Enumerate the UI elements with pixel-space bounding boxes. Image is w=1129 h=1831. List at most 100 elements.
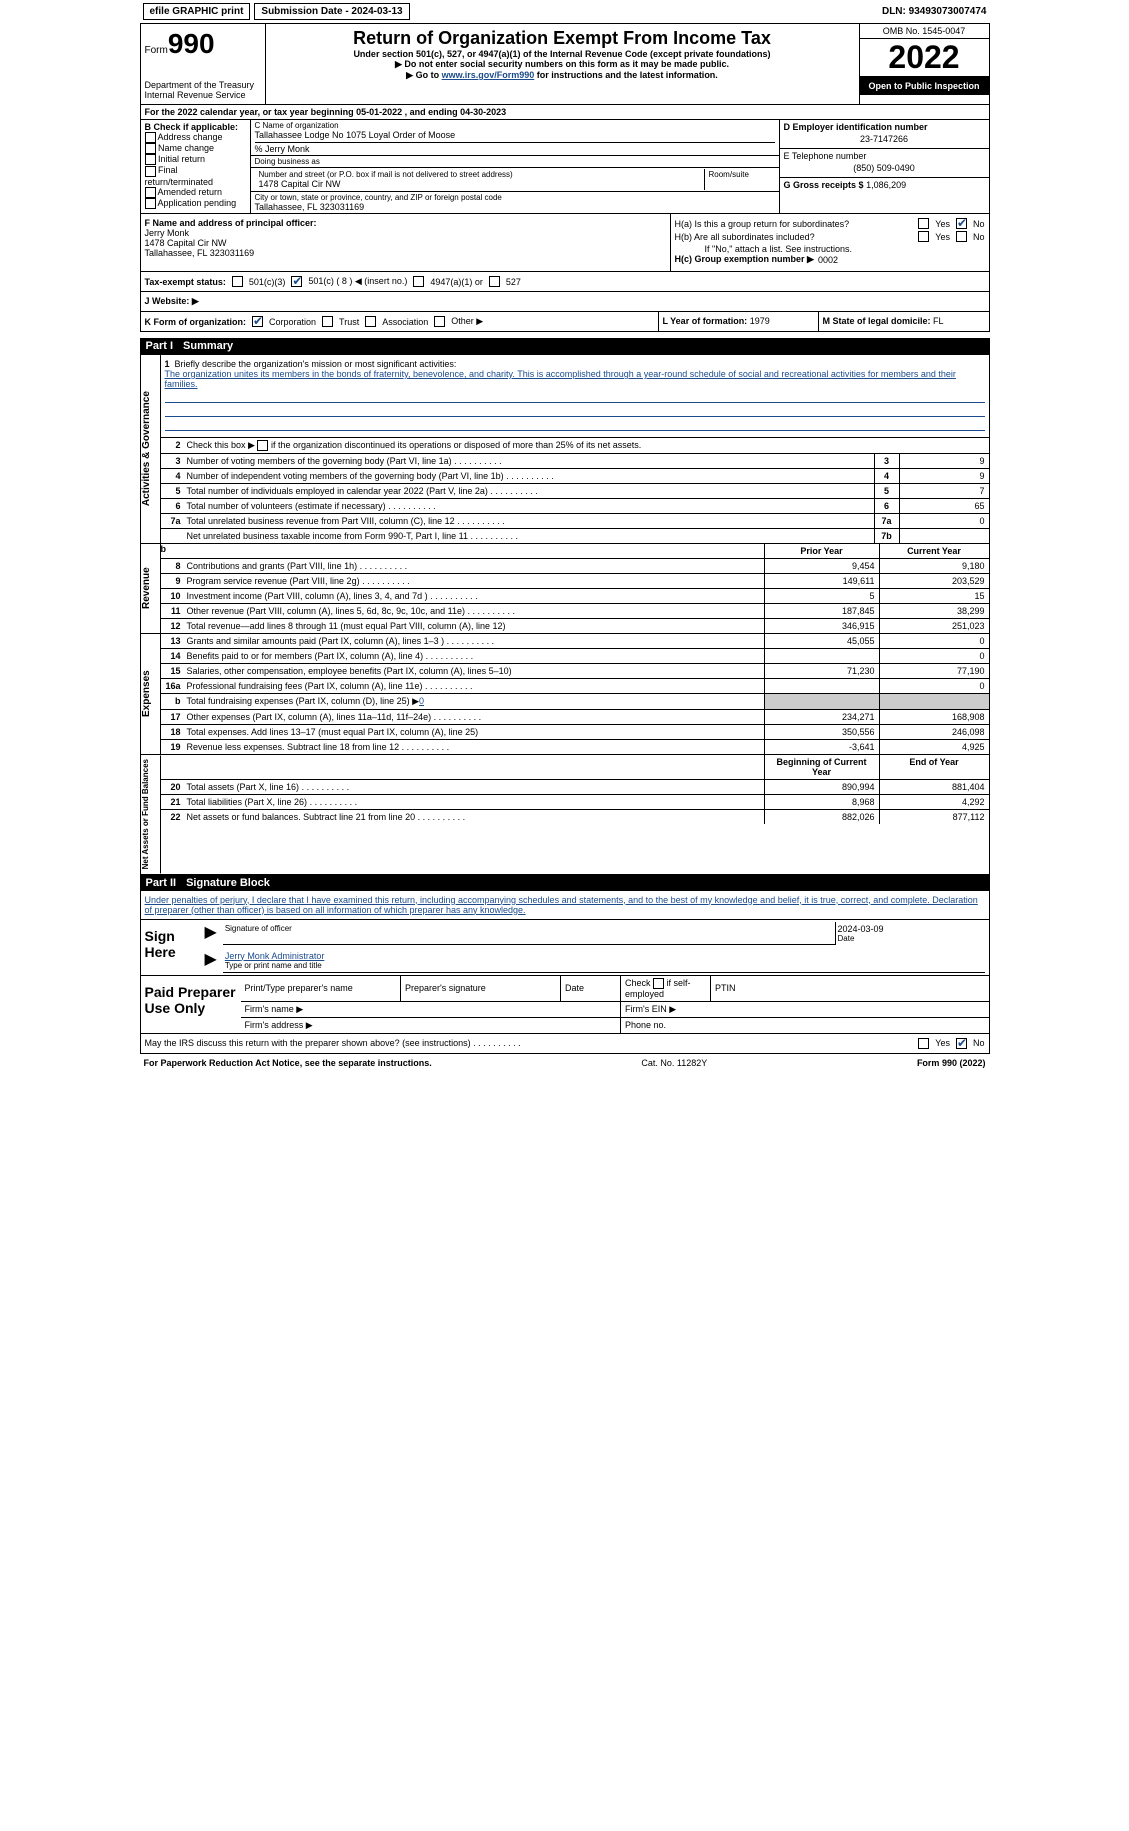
form-title-cell: Return of Organization Exempt From Incom… — [266, 24, 859, 104]
r9-c: 203,529 — [879, 574, 989, 588]
firm-ein[interactable]: Firm's EIN ▶ — [621, 1001, 989, 1017]
blank-line-2 — [165, 405, 985, 417]
cb-address-change[interactable]: Address change — [145, 132, 246, 143]
e15-p: 71,230 — [764, 664, 879, 678]
i-o3: 4947(a)(1) or — [430, 277, 483, 287]
street-label: Number and street (or P.O. box if mail i… — [259, 170, 700, 179]
row-j: J Website: ▶ — [140, 292, 990, 312]
ha-no-cb[interactable] — [956, 218, 967, 229]
row-a: For the 2022 calendar year, or tax year … — [140, 105, 990, 120]
form990-link[interactable]: www.irs.gov/Form990 — [442, 70, 535, 80]
discuss-no-cb[interactable] — [956, 1038, 967, 1049]
l-value: 1979 — [750, 316, 770, 326]
n20-p: 890,994 — [764, 780, 879, 794]
self-employed-cb[interactable] — [653, 978, 664, 989]
dba-block: Doing business as — [251, 156, 779, 168]
hb-no: No — [973, 232, 985, 242]
pra-notice: For Paperwork Reduction Act Notice, see … — [144, 1058, 432, 1068]
s1-label: Briefly describe the organization's miss… — [175, 359, 457, 369]
sig-declaration: Under penalties of perjury, I declare th… — [140, 891, 990, 920]
k-cb-other[interactable] — [434, 316, 445, 327]
form-subtitle-1: Under section 501(c), 527, or 4947(a)(1)… — [270, 49, 855, 59]
firm-addr[interactable]: Firm's address ▶ — [241, 1017, 621, 1033]
k-o1: Corporation — [269, 317, 316, 327]
i-cb-501c3[interactable] — [232, 276, 243, 287]
r10-t: Investment income (Part VIII, column (A)… — [183, 589, 764, 603]
sig-line[interactable]: Signature of officer — [223, 922, 835, 945]
eb-v: 0 — [419, 696, 424, 706]
form-instr-1: ▶ Do not enter social security numbers o… — [270, 59, 855, 70]
hb-label: H(b) Are all subordinates included? — [675, 232, 815, 242]
r9-t: Program service revenue (Part VIII, line… — [183, 574, 764, 588]
hb-yes-cb[interactable] — [918, 231, 929, 242]
cb-name-change[interactable]: Name change — [145, 143, 246, 154]
cb-final-return[interactable]: Final return/terminated — [145, 165, 246, 186]
col-l: L Year of formation: 1979 — [659, 312, 819, 331]
m-value: FL — [933, 316, 944, 326]
k-o4: Other ▶ — [451, 316, 483, 327]
r8-t: Contributions and grants (Part VIII, lin… — [183, 559, 764, 573]
prep-self[interactable]: Check if self-employed — [621, 976, 711, 1002]
i-label: Tax-exempt status: — [145, 277, 226, 287]
col-prior: Prior Year — [764, 544, 879, 558]
k-label: K Form of organization: — [145, 317, 247, 327]
k-cb-assoc[interactable] — [365, 316, 376, 327]
city-value: Tallahassee, FL 323031169 — [255, 202, 775, 212]
firm-name[interactable]: Firm's name ▶ — [241, 1001, 621, 1017]
r11-p: 187,845 — [764, 604, 879, 618]
i-cb-527[interactable] — [489, 276, 500, 287]
k-cb-corp[interactable] — [252, 316, 263, 327]
cat-no: Cat. No. 11282Y — [641, 1058, 707, 1068]
tab-netassets: Net Assets or Fund Balances — [141, 755, 161, 873]
expenses-table: Expenses 13Grants and similar amounts pa… — [140, 634, 990, 755]
cb-application-pending[interactable]: Application pending — [145, 198, 246, 209]
revenue-table: Revenue bPrior YearCurrent Year 8Contrib… — [140, 544, 990, 634]
i-o2: 501(c) ( 8 ) ◀ (insert no.) — [308, 276, 407, 287]
cb-amended[interactable]: Amended return — [145, 187, 246, 198]
i-o1: 501(c)(3) — [249, 277, 286, 287]
l3-v: 9 — [899, 454, 989, 468]
prep-name[interactable]: Print/Type preparer's name — [241, 976, 401, 1002]
summary-table: Activities & Governance 1 Briefly descri… — [140, 354, 990, 544]
ha-yes-cb[interactable] — [918, 218, 929, 229]
cb-initial-return[interactable]: Initial return — [145, 154, 246, 165]
officer-addr2: Tallahassee, FL 323031169 — [145, 248, 666, 258]
e16a-t: Professional fundraising fees (Part IX, … — [183, 679, 764, 693]
ein-block: D Employer identification number 23-7147… — [780, 120, 989, 149]
org-name: Tallahassee Lodge No 1075 Loyal Order of… — [255, 130, 775, 140]
hc-label: H(c) Group exemption number ▶ — [675, 254, 814, 265]
hb-no-cb[interactable] — [956, 231, 967, 242]
prep-date[interactable]: Date — [561, 976, 621, 1002]
s2-cb[interactable] — [257, 440, 268, 451]
name-label: Type or print name and title — [225, 961, 983, 970]
prep-sig[interactable]: Preparer's signature — [401, 976, 561, 1002]
part1-header: Part I Summary — [140, 338, 990, 354]
prep-ptin[interactable]: PTIN — [711, 976, 989, 1002]
instr2-post: for instructions and the latest informat… — [534, 70, 718, 80]
name-line[interactable]: Jerry Monk Administrator Type or print n… — [223, 949, 985, 973]
i-cb-4947[interactable] — [413, 276, 424, 287]
sign-here-label: Sign Here — [141, 920, 201, 975]
section-bcd: B Check if applicable: Address change Na… — [140, 120, 990, 214]
dba-label: Doing business as — [255, 157, 775, 166]
hc-value: 0002 — [818, 255, 838, 265]
hc-row: H(c) Group exemption number ▶ 0002 — [675, 254, 985, 265]
discuss-yes-cb[interactable] — [918, 1038, 929, 1049]
col-b: B Check if applicable: Address change Na… — [141, 120, 251, 213]
e14-c: 0 — [879, 649, 989, 663]
gross-label: G Gross receipts $ — [784, 180, 864, 190]
discuss-yes: Yes — [935, 1038, 950, 1049]
part2-num: Part II — [146, 877, 177, 889]
e13-c: 0 — [879, 634, 989, 648]
n22-c: 877,112 — [879, 810, 989, 824]
b-opt-2: Initial return — [158, 154, 205, 164]
i-cb-501c[interactable] — [291, 276, 302, 287]
m-label: M State of legal domicile: — [823, 316, 931, 326]
discuss-row: May the IRS discuss this return with the… — [140, 1034, 990, 1054]
firm-phone[interactable]: Phone no. — [621, 1017, 989, 1033]
eb-t: Total fundraising expenses (Part IX, col… — [183, 694, 764, 709]
k-cb-trust[interactable] — [322, 316, 333, 327]
n20-t: Total assets (Part X, line 16) — [183, 780, 764, 794]
submission-date-button[interactable]: Submission Date - 2024-03-13 — [254, 3, 409, 20]
efile-print-button[interactable]: efile GRAPHIC print — [143, 3, 251, 20]
